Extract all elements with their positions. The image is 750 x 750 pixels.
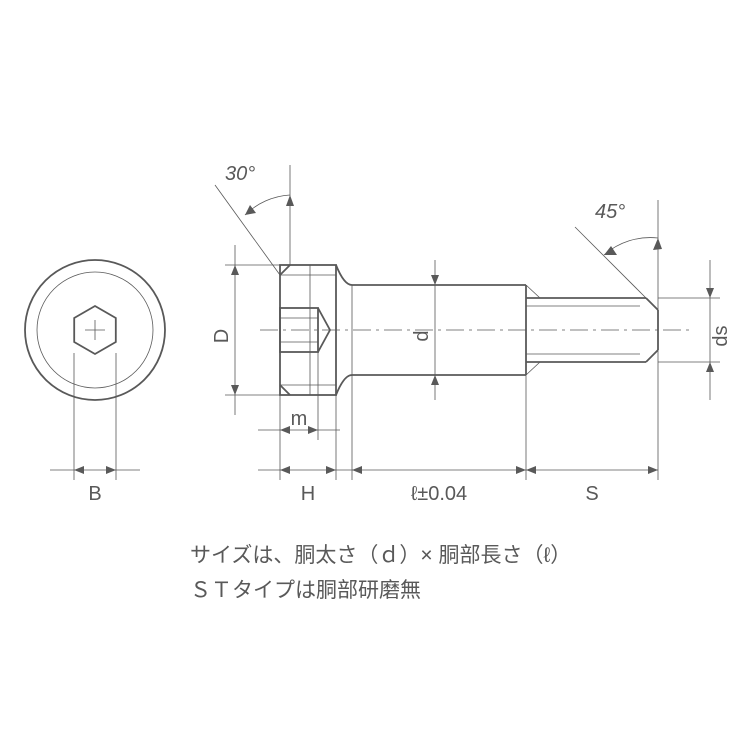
label-H: H	[301, 483, 315, 505]
side-view	[260, 265, 690, 395]
label-S: S	[585, 483, 598, 505]
technical-drawing: B	[0, 0, 750, 750]
angle-30: 30°	[215, 163, 294, 275]
dimension-S: S	[526, 350, 658, 505]
label-length: ℓ±0.04	[411, 483, 467, 505]
label-D: D	[211, 329, 233, 343]
label-ds: ds	[710, 325, 732, 346]
dimension-B: B	[50, 353, 140, 505]
dimension-length: ℓ±0.04	[352, 375, 526, 505]
dimension-m: m	[258, 352, 340, 440]
label-30deg: 30°	[225, 163, 255, 185]
note-line-2: ＳＴタイプは胴部研磨無	[190, 575, 421, 607]
drawing-container: B	[0, 0, 750, 750]
note-line-1: サイズは、胴太さ（ｄ）× 胴部長さ（ℓ）	[190, 540, 571, 572]
front-view	[25, 260, 165, 400]
label-d: d	[411, 330, 433, 341]
label-B: B	[88, 483, 101, 505]
dimension-H: H	[258, 395, 360, 505]
label-45deg: 45°	[595, 201, 625, 223]
label-m: m	[291, 408, 308, 430]
angle-45: 45°	[575, 200, 662, 310]
